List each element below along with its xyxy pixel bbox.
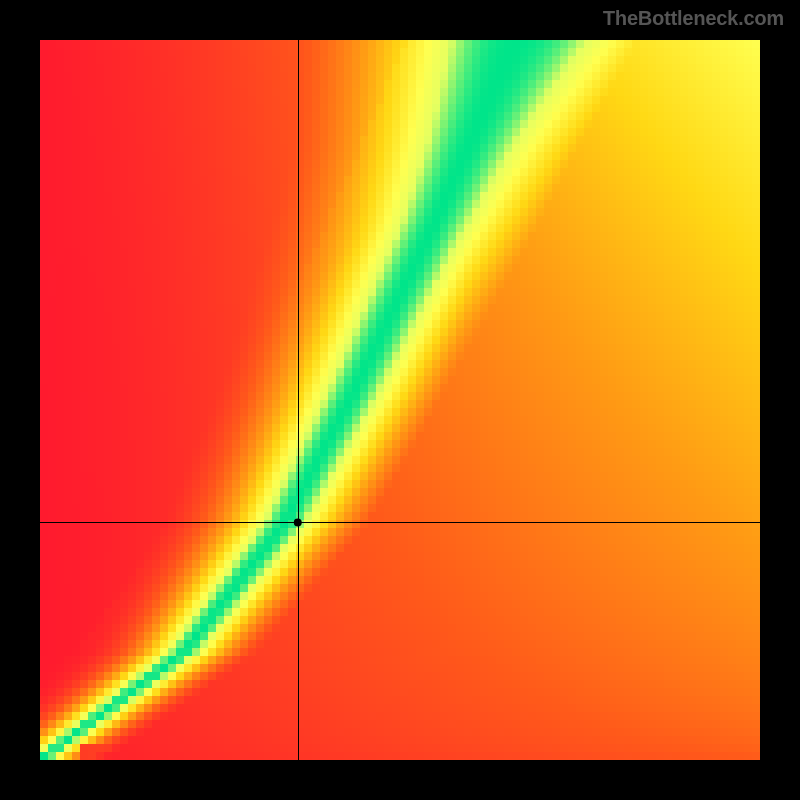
- watermark-text: TheBottleneck.com: [603, 8, 784, 31]
- bottleneck-heatmap: [40, 40, 760, 760]
